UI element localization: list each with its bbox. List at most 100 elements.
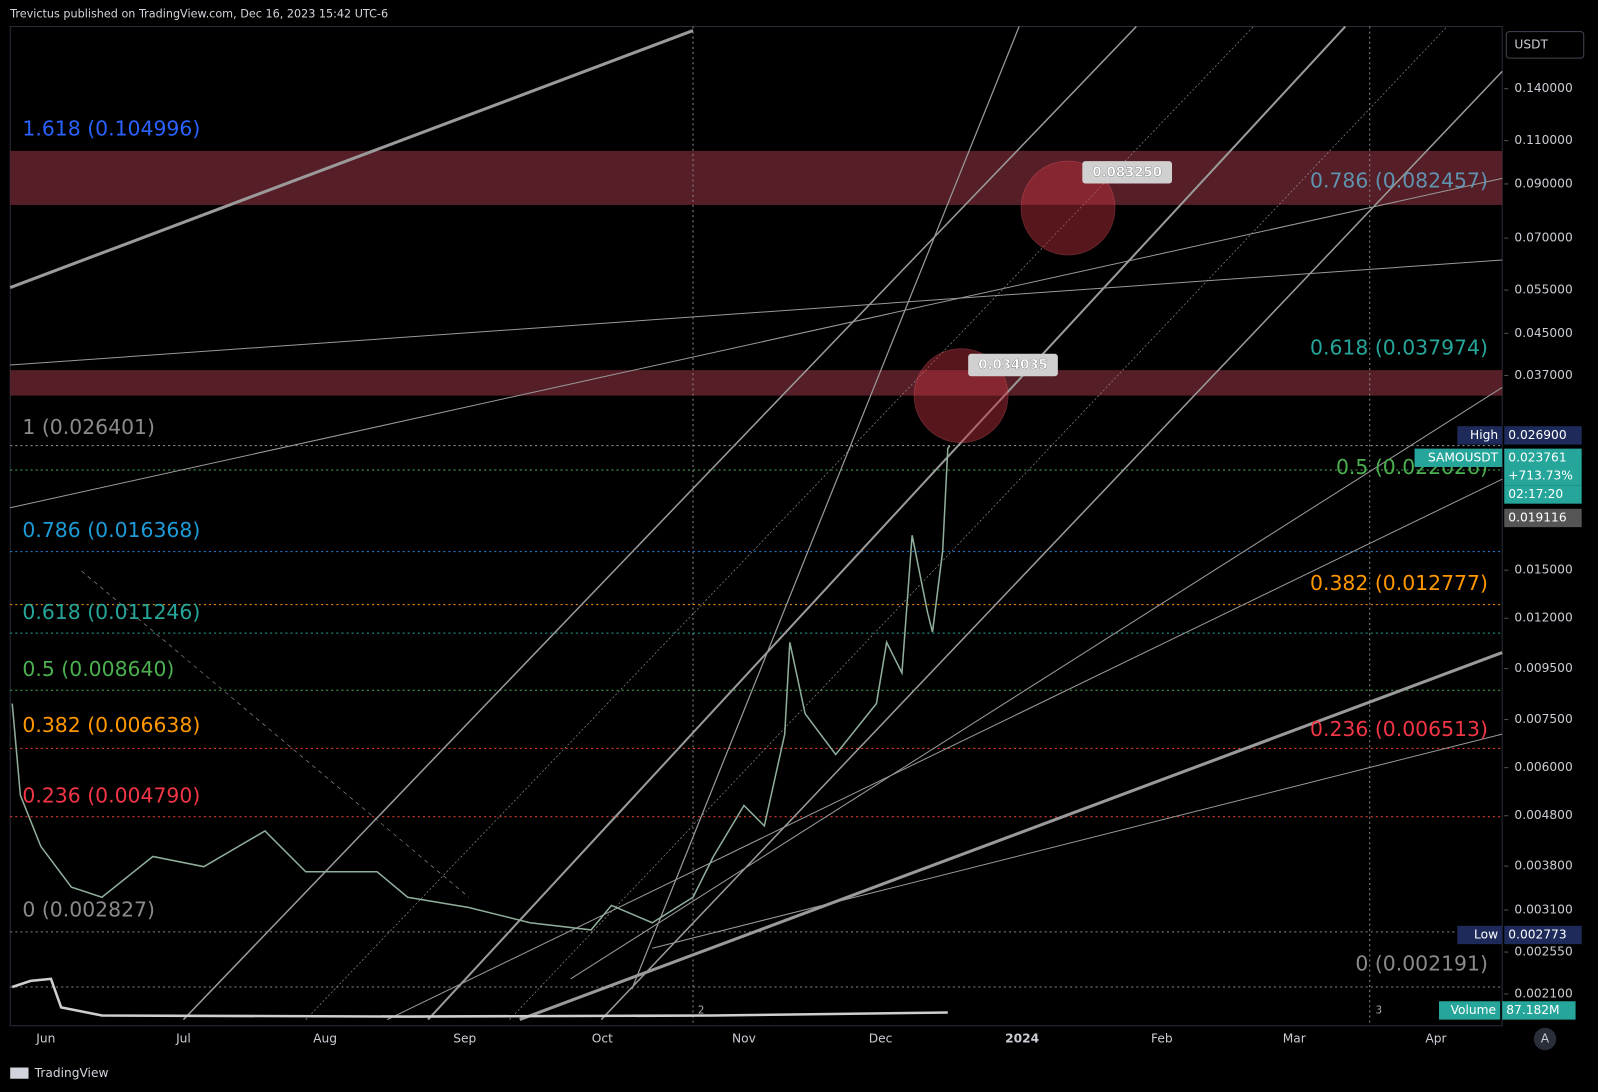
crosshair-price: 0.019116: [1508, 510, 1566, 524]
trend-line: [519, 651, 1503, 1022]
time-label: Feb: [1151, 1031, 1173, 1045]
fib-label: 0.382 (0.006638): [22, 713, 200, 737]
fib-label: 1.618 (0.104996): [22, 116, 200, 140]
symbol-countdown: 02:17:20: [1508, 487, 1563, 501]
target-tag-text: 0.034035: [978, 358, 1048, 373]
trend-line: [81, 570, 469, 898]
session-marker: 2: [698, 1005, 704, 1016]
auto-scale-label: A: [1541, 1031, 1550, 1045]
time-label: Jul: [175, 1031, 191, 1045]
time-label: Apr: [1425, 1031, 1447, 1045]
target-tag: [968, 353, 1058, 377]
volume-label: Volume: [1451, 1003, 1496, 1017]
price-label: 0.055000: [1514, 283, 1572, 297]
price-label: 0.012000: [1514, 611, 1572, 625]
time-label: Mar: [1283, 1031, 1307, 1045]
header: Trevictus published on TradingView.com, …: [9, 7, 388, 20]
time-label: Nov: [732, 1031, 756, 1045]
time-label: Sep: [453, 1031, 476, 1045]
time-label: Oct: [592, 1031, 613, 1045]
trend-line: [387, 478, 1503, 1021]
low-label-bg: [1457, 925, 1503, 945]
price-label: 0.090000: [1514, 176, 1572, 190]
price-label: 0.002100: [1514, 986, 1572, 1000]
price-path: [11, 445, 951, 931]
target-tag-text: 0.083250: [1092, 165, 1162, 180]
price-label: 0.037000: [1514, 368, 1572, 382]
high-label: High: [1470, 428, 1498, 442]
price-label: 0.045000: [1514, 326, 1572, 340]
trend-line: [570, 387, 1503, 980]
fib-label: 0.236 (0.004790): [22, 783, 200, 807]
fib-label: 1 (0.026401): [22, 415, 155, 439]
trend-line: [509, 26, 1448, 1020]
footer-brand: TradingView: [34, 1066, 109, 1080]
price-axis: [1504, 26, 1598, 1092]
crosshair-price-bg: [1504, 508, 1582, 528]
price-label: 0.004800: [1514, 808, 1572, 822]
price-label: 0.006000: [1514, 760, 1572, 774]
time-label: Dec: [869, 1031, 893, 1045]
volume-value: 87.182M: [1506, 1003, 1559, 1017]
price-label: 0.003800: [1514, 859, 1572, 873]
price-label: 0.003100: [1514, 902, 1572, 916]
trend-line: [10, 177, 1503, 509]
price-label: 0.009500: [1514, 661, 1572, 675]
volume-label-bg: [1439, 1001, 1501, 1020]
trend-line: [427, 25, 1347, 1021]
price-label: 0.110000: [1514, 133, 1572, 147]
dynamic-layer: 0.140000 0.110000 0.090000 0.070000 0.055000…: [22, 81, 1582, 1045]
fib-label: 0.5 (0.008640): [22, 657, 174, 681]
price-label: 0.002550: [1514, 945, 1572, 959]
currency-button[interactable]: [1505, 31, 1585, 59]
trend-line: [600, 70, 1503, 1021]
trend-line: [652, 733, 1503, 949]
time-label: Jun: [35, 1031, 55, 1045]
price-label: 0.070000: [1514, 231, 1572, 245]
fib-label: 0.236 (0.006513): [1310, 717, 1488, 741]
trend-lines: [9, 25, 1503, 1022]
logo: [10, 1067, 29, 1079]
fib-label: 0.786 (0.082457): [1310, 168, 1488, 192]
fib-label: 0 (0.002827): [22, 898, 155, 922]
price-label: 0.007500: [1514, 712, 1572, 726]
time-label: 2024: [1005, 1031, 1039, 1045]
symbol-price: 0.023761: [1508, 450, 1566, 464]
symbol-price-bg: [1504, 448, 1582, 467]
price-label: 0.140000: [1514, 81, 1572, 95]
symbol-name-bg: [1414, 448, 1503, 467]
price-label: 0.015000: [1514, 563, 1572, 577]
trend-line: [182, 25, 1137, 1021]
time-label: Aug: [313, 1031, 337, 1045]
high-value-bg: [1504, 426, 1582, 445]
low-label: Low: [1474, 927, 1498, 941]
low-value: 0.002773: [1508, 927, 1566, 941]
high-value: 0.026900: [1508, 428, 1566, 442]
currency: USDT: [1514, 37, 1548, 51]
volume-value-bg: [1502, 1001, 1576, 1020]
high-label-bg: [1457, 426, 1503, 445]
fib-label: 0 (0.002191): [1355, 952, 1488, 976]
resistance-zone: [10, 370, 1503, 396]
fib-label: 0.382 (0.012777): [1310, 571, 1488, 595]
fib-label: 0.618 (0.037974): [1310, 336, 1488, 360]
resistance-zone: [10, 150, 1503, 205]
symbol-change: +713.73%: [1508, 469, 1573, 483]
trend-line: [9, 29, 694, 289]
low-value-bg: [1504, 925, 1582, 945]
target-tag: [1082, 161, 1173, 184]
session-marker: 3: [1376, 1005, 1382, 1016]
symbol-countdown-bg: [1504, 485, 1582, 504]
symbol-name: SAMOUSDT: [1428, 450, 1499, 464]
symbol-change-bg: [1504, 466, 1582, 486]
fib-label: 0.618 (0.011246): [22, 600, 200, 624]
trend-line: [10, 259, 1503, 366]
fib-label: 0.786 (0.016368): [22, 518, 200, 542]
auto-scale-button[interactable]: [1533, 1027, 1557, 1051]
vertical-markers: [692, 26, 1371, 1026]
trend-line: [631, 26, 1020, 990]
trend-line: [305, 26, 1254, 1020]
target-circle: [1020, 160, 1116, 256]
